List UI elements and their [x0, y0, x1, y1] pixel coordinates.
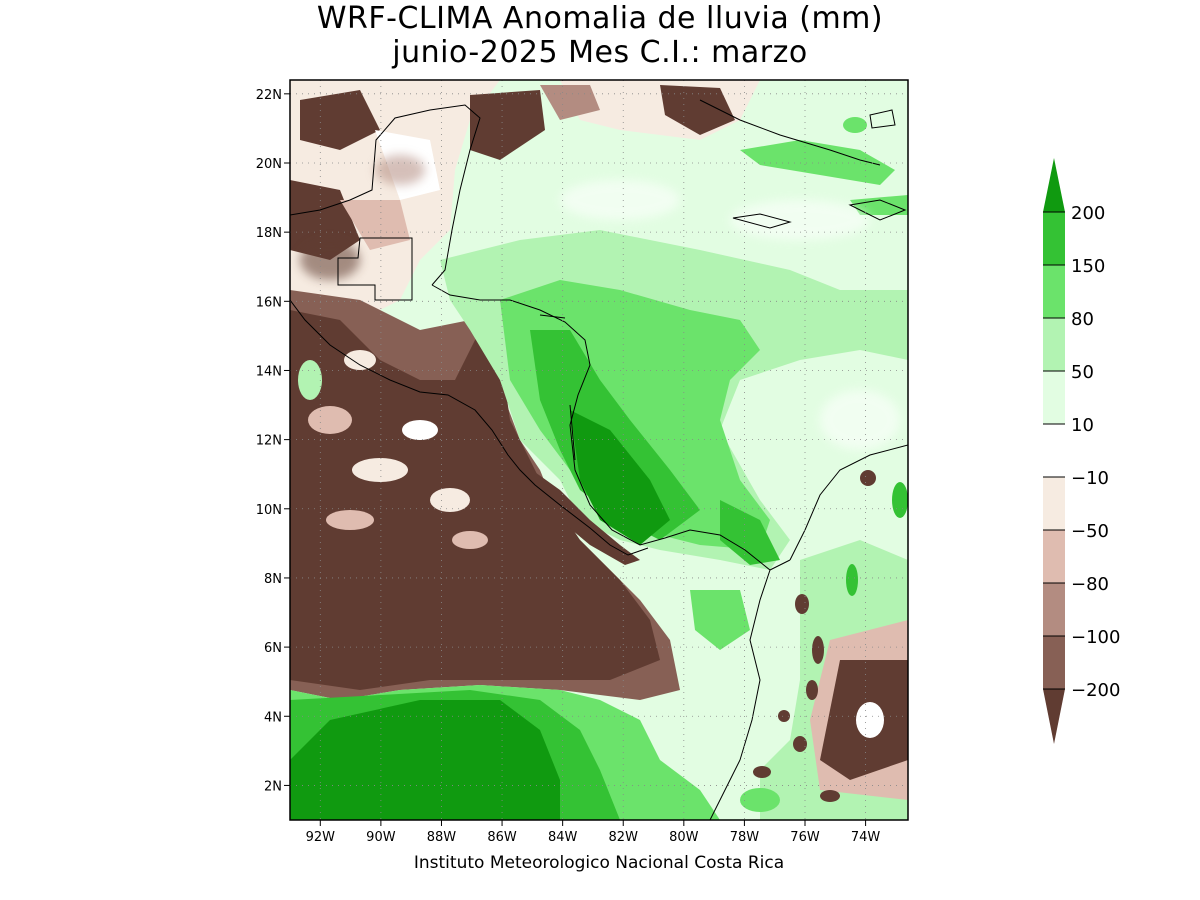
lon-tick-label: 80W: [669, 830, 699, 845]
lon-tick-label: 74W: [851, 830, 881, 845]
colorbar-segment: [1043, 477, 1065, 530]
colorbar-label: 200: [1071, 203, 1105, 224]
lat-tick-label: 4N: [264, 710, 282, 725]
longitude-axis: 92W 90W 88W 86W 84W 82W 80W 78W 76W 74W: [306, 820, 881, 845]
lon-tick-label: 78W: [730, 830, 760, 845]
colorbar-label: −100: [1071, 627, 1120, 648]
lat-tick-label: 16N: [256, 295, 282, 310]
lon-tick-label: 82W: [609, 830, 639, 845]
lon-tick-label: 76W: [790, 830, 820, 845]
lat-tick-label: 20N: [256, 157, 282, 172]
map-frame: [289, 79, 909, 821]
credit-text: Instituto Meteorologico Nacional Costa R…: [413, 853, 785, 873]
map-title: WRF-CLIMA Anomalia de lluvia (mm): [316, 1, 884, 36]
lat-tick-label: 6N: [264, 641, 282, 656]
colorbar-label: 80: [1071, 309, 1094, 330]
colorbar-segment: [1043, 265, 1065, 318]
latitude-axis: 2N 4N 6N 8N 10N 12N 14N 16N 18N 20N 22N: [256, 88, 290, 794]
lon-tick-label: 92W: [306, 830, 336, 845]
graticule: [290, 80, 908, 820]
lat-tick-label: 2N: [264, 779, 282, 794]
colorbar-segment: [1043, 636, 1065, 689]
lat-tick-label: 12N: [256, 434, 282, 449]
colorbar-label: −50: [1071, 521, 1109, 542]
colorbar-bottom-arrow: [1043, 689, 1065, 744]
colorbar-segment: [1043, 583, 1065, 636]
lat-tick-label: 10N: [256, 503, 282, 518]
lat-tick-label: 8N: [264, 572, 282, 587]
lon-tick-label: 86W: [487, 830, 517, 845]
colorbar-label: 50: [1071, 362, 1094, 383]
colorbar-top-arrow: [1043, 158, 1065, 212]
map-subtitle: junio-2025 Mes C.I.: marzo: [392, 35, 808, 70]
colorbar-label: −200: [1071, 680, 1120, 701]
lon-tick-label: 84W: [548, 830, 578, 845]
colorbar-label: −10: [1071, 468, 1109, 489]
colorbar-label: −80: [1071, 574, 1109, 595]
coastlines: [290, 99, 908, 820]
lon-tick-label: 90W: [366, 830, 396, 845]
lat-tick-label: 18N: [256, 226, 282, 241]
colorbar-label: 150: [1071, 256, 1105, 277]
colorbar-segment: [1043, 424, 1065, 477]
lon-tick-label: 88W: [427, 830, 457, 845]
lat-tick-label: 14N: [256, 364, 282, 379]
anomaly-field: [290, 80, 908, 820]
colorbar-segment: [1043, 530, 1065, 583]
lat-tick-label: 22N: [256, 88, 282, 103]
colorbar-segment: [1043, 212, 1065, 265]
colorbar-segment: [1043, 318, 1065, 371]
colorbar-label: 10: [1071, 415, 1094, 436]
colorbar: 200 150 80 50 10 −10 −50 −80 −100 −200: [1043, 158, 1120, 744]
colorbar-segment: [1043, 371, 1065, 424]
